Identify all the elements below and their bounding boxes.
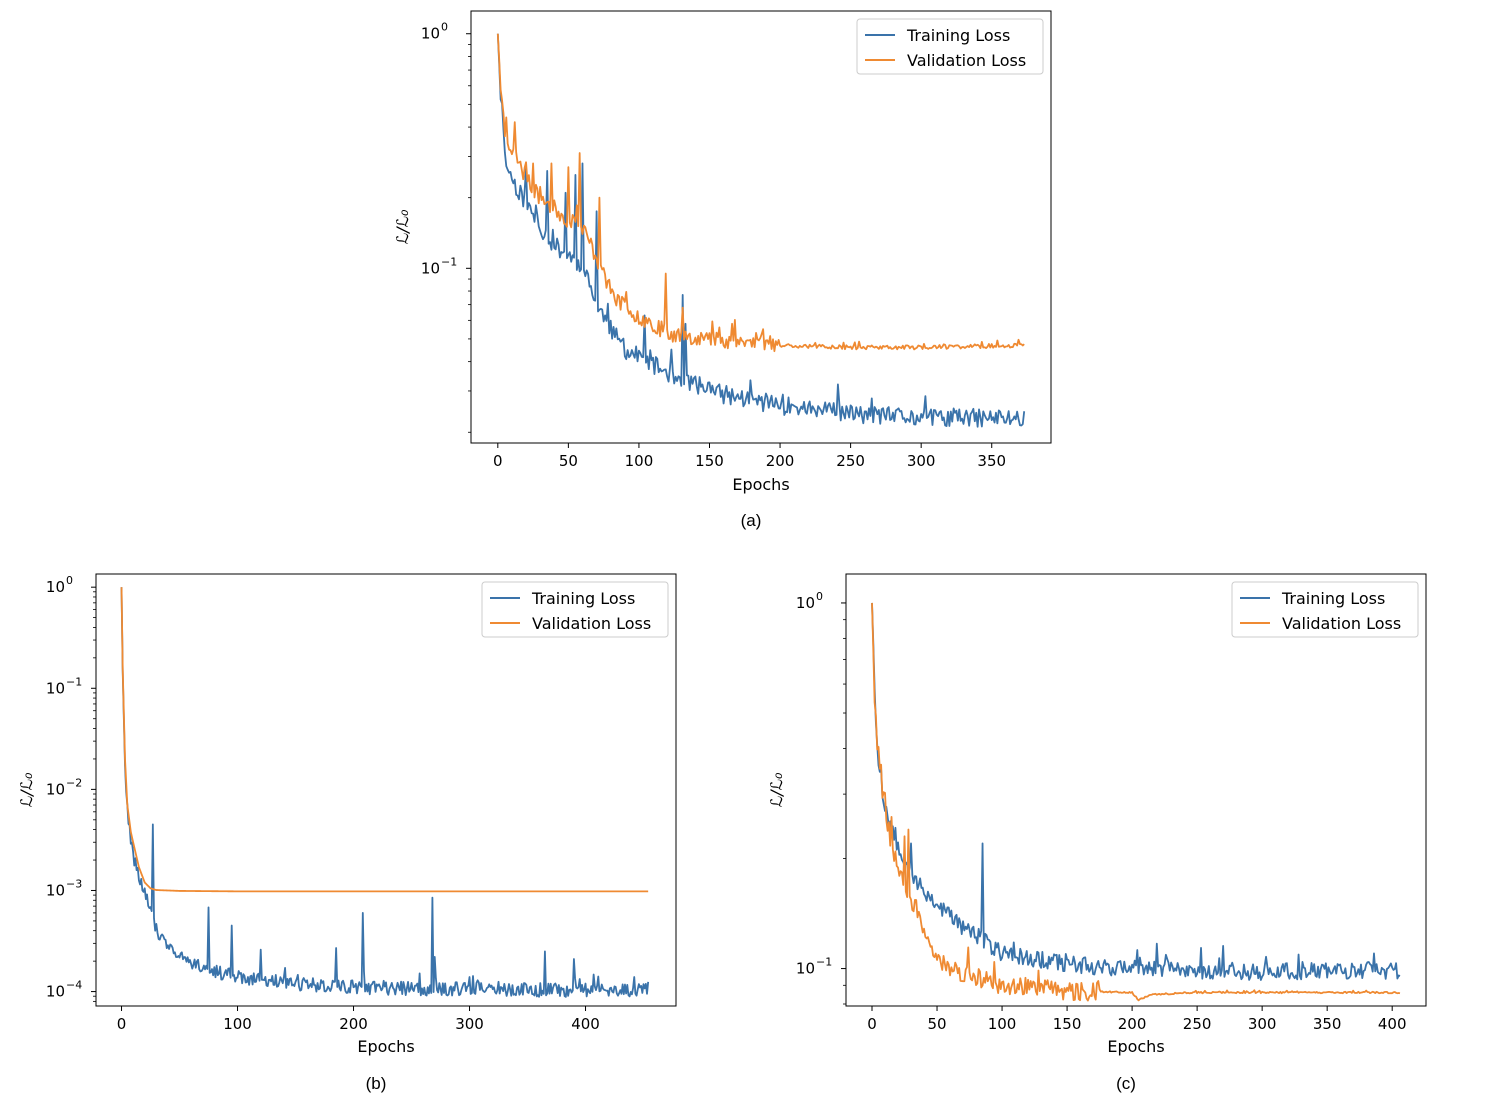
legend-box-b	[481, 581, 669, 638]
series-line-validation-a	[496, 33, 1025, 353]
legend-a: Training Loss Validation Loss	[856, 18, 1044, 75]
legend-box-c	[1231, 581, 1419, 638]
legend-label-training-a: Training Loss	[906, 26, 1010, 45]
series-line-training-c	[871, 602, 1401, 981]
legend-b: Training Loss Validation Loss	[481, 581, 669, 638]
x-ticks-c: 0 50 100 150 200 250 300 350 400	[867, 1006, 1407, 1033]
y-tick-label-b: 10	[46, 881, 65, 899]
y-tick-label-c: 10	[796, 594, 815, 612]
series-a	[496, 33, 1026, 428]
x-tick-label-a: 0	[493, 452, 503, 470]
x-tick-label-b: 300	[455, 1015, 484, 1033]
series-c	[871, 602, 1401, 1002]
y-tick-label-b: 10	[46, 780, 65, 798]
legend-label-validation-c: Validation Loss	[1282, 614, 1401, 633]
y-tick-label-b: 10	[46, 983, 65, 1001]
y-tick-exponent-c: −1	[816, 956, 832, 969]
y-tick-exponent-a: 0	[441, 21, 448, 34]
x-tick-label-c: 100	[988, 1015, 1017, 1033]
y-axis-label-c: ℒ/ℒ₀	[767, 772, 786, 807]
y-tick-exponent-b: −2	[66, 776, 82, 789]
x-ticks-b: 0 100 200 300 400	[117, 1006, 600, 1033]
series-line-validation-b	[120, 587, 649, 893]
y-tick-label-c: 10	[796, 960, 815, 978]
x-tick-label-c: 200	[1118, 1015, 1147, 1033]
y-tick-exponent-b: −3	[66, 877, 82, 890]
x-tick-label-a: 100	[625, 452, 654, 470]
series-line-training-a	[496, 33, 1026, 428]
x-tick-label-a: 50	[559, 452, 578, 470]
caption-a: (a)	[741, 511, 762, 530]
y-tick-exponent-b: 0	[66, 574, 73, 587]
plot-frame-c	[845, 573, 1427, 1007]
x-tick-label-a: 300	[907, 452, 936, 470]
x-axis-label-c: Epochs	[1107, 1037, 1164, 1056]
legend-c: Training Loss Validation Loss	[1231, 581, 1419, 638]
x-tick-label-c: 0	[867, 1015, 877, 1033]
legend-box-a	[856, 18, 1044, 75]
y-tick-label-b: 10	[46, 679, 65, 697]
x-tick-label-a: 150	[695, 452, 724, 470]
series-line-training-b	[120, 587, 650, 998]
y-tick-exponent-a: −1	[441, 255, 457, 268]
y-tick-label-a: 10	[421, 25, 440, 43]
x-tick-label-a: 350	[977, 452, 1006, 470]
x-axis-label-a: Epochs	[732, 475, 789, 494]
x-tick-label-c: 400	[1378, 1015, 1407, 1033]
x-tick-label-b: 100	[223, 1015, 252, 1033]
x-tick-label-b: 200	[339, 1015, 368, 1033]
plot-frame-a	[470, 10, 1052, 444]
x-tick-label-c: 50	[927, 1015, 946, 1033]
x-ticks-a: 0 50 100 150 200 250 300 350	[493, 443, 1006, 470]
y-axis-label-b: ℒ/ℒ₀	[17, 772, 36, 807]
x-tick-label-c: 150	[1053, 1015, 1082, 1033]
y-tick-exponent-b: −4	[66, 979, 82, 992]
y-tick-label-a: 10	[421, 259, 440, 277]
y-axis-label-a: ℒ/ℒ₀	[393, 209, 412, 244]
series-line-validation-c	[871, 602, 1401, 1002]
y-tick-exponent-b: −1	[66, 675, 82, 688]
x-axis-label-b: Epochs	[357, 1037, 414, 1056]
legend-label-validation-a: Validation Loss	[907, 51, 1026, 70]
legend-label-training-b: Training Loss	[531, 589, 635, 608]
series-b	[120, 587, 650, 998]
y-tick-label-b: 10	[46, 578, 65, 596]
x-tick-label-c: 300	[1248, 1015, 1277, 1033]
x-tick-label-c: 350	[1313, 1015, 1342, 1033]
plot-frame-b	[95, 573, 677, 1007]
x-tick-label-a: 200	[766, 452, 795, 470]
legend-label-validation-b: Validation Loss	[532, 614, 651, 633]
legend-label-training-c: Training Loss	[1281, 589, 1385, 608]
x-tick-label-a: 250	[836, 452, 865, 470]
x-tick-label-b: 0	[117, 1015, 127, 1033]
caption-b: (b)	[366, 1074, 387, 1093]
x-tick-label-c: 250	[1183, 1015, 1212, 1033]
y-tick-exponent-c: 0	[816, 590, 823, 603]
caption-c: (c)	[1116, 1074, 1136, 1093]
x-tick-label-b: 400	[571, 1015, 600, 1033]
